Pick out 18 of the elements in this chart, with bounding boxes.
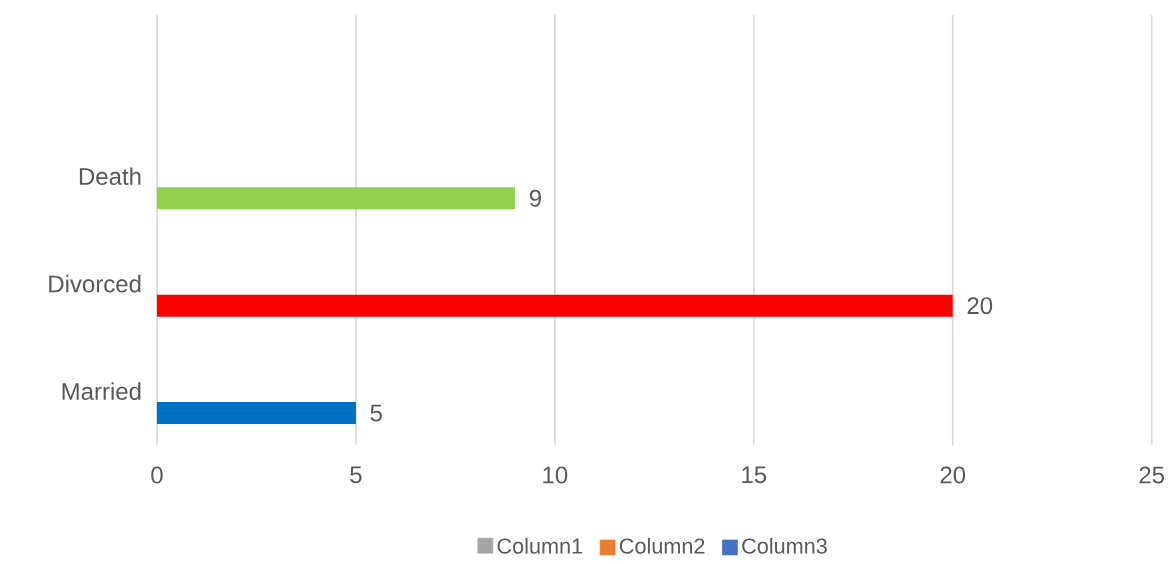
bar [156,402,356,425]
y-tick-label: Divorced [49,274,141,293]
x-tick-label: 15 [742,466,767,484]
text: Column1 [497,537,583,554]
x-tick-label: 20 [940,466,966,484]
data-label: 5 [370,404,382,422]
x-tick-label: 5 [350,466,362,484]
data-label: 20 [967,297,993,315]
bar [156,187,516,210]
y-tick-label: Death [79,167,141,186]
legend-label: Column2 [619,537,705,554]
x-tick-label: 25 [1139,466,1164,484]
bar [156,294,953,317]
data-label: 9 [529,189,541,207]
x-tick-label: 0 [151,466,163,484]
x-tick-label: 10 [543,466,568,484]
y-tick-label: Married [62,382,141,401]
legend-label: Column3 [742,537,827,554]
